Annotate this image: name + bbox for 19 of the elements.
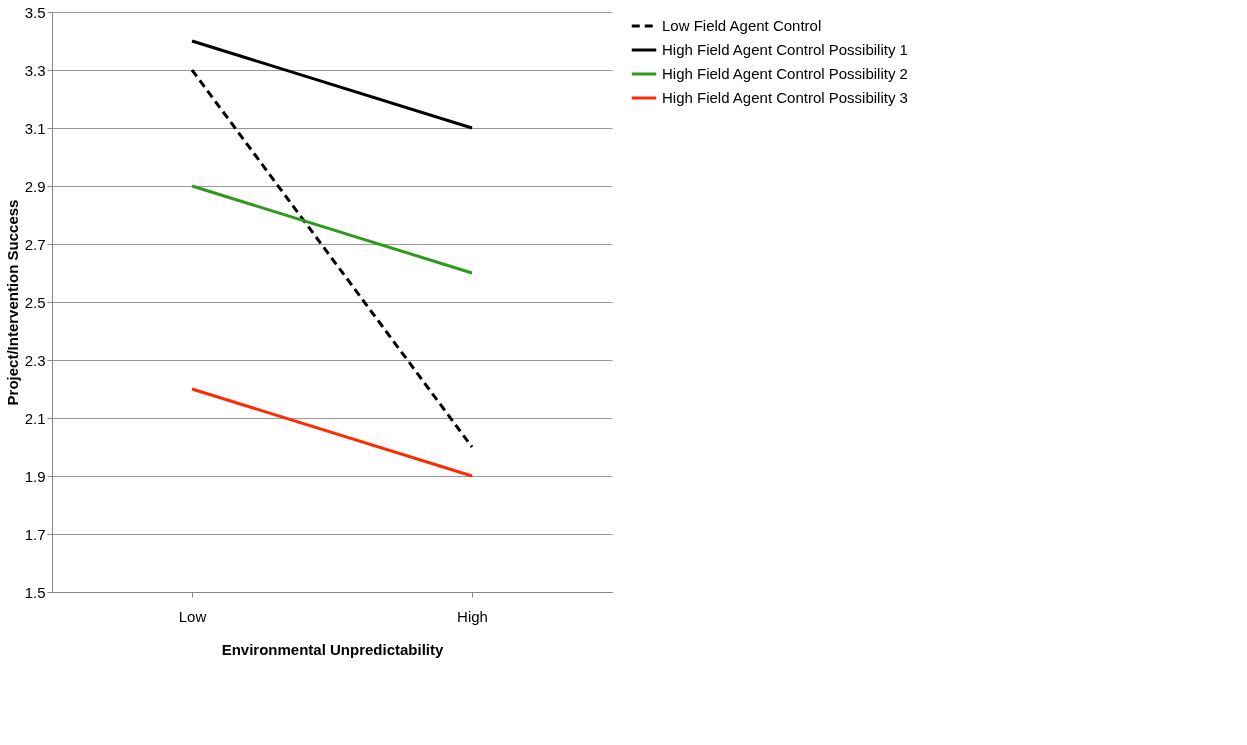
legend-label: Low Field Agent Control xyxy=(662,17,822,34)
y-tick-label: 1.7 xyxy=(24,525,46,543)
y-axis-title: Project/Intervention Success xyxy=(3,199,21,406)
legend-label: High Field Agent Control Possibility 2 xyxy=(662,65,908,82)
y-tick-label: 1.9 xyxy=(24,467,46,485)
y-tick-label: 2.5 xyxy=(24,293,46,311)
x-axis-title: Environmental Unpredictability xyxy=(221,640,444,658)
y-tick-label: 2.3 xyxy=(24,351,46,369)
x-tick-label: High xyxy=(457,607,488,625)
y-tick-label: 3.1 xyxy=(24,119,46,137)
y-tick-label: 2.9 xyxy=(24,177,46,195)
y-tick-label: 2.1 xyxy=(24,409,46,427)
y-tick-label: 1.5 xyxy=(24,583,46,601)
legend-label: High Field Agent Control Possibility 3 xyxy=(662,89,908,106)
y-tick-label: 2.7 xyxy=(24,235,46,253)
y-tick-label: 3.3 xyxy=(24,61,46,79)
x-tick-label: Low xyxy=(178,607,207,625)
y-tick-label: 3.5 xyxy=(24,3,46,21)
legend-label: High Field Agent Control Possibility 1 xyxy=(662,41,908,58)
